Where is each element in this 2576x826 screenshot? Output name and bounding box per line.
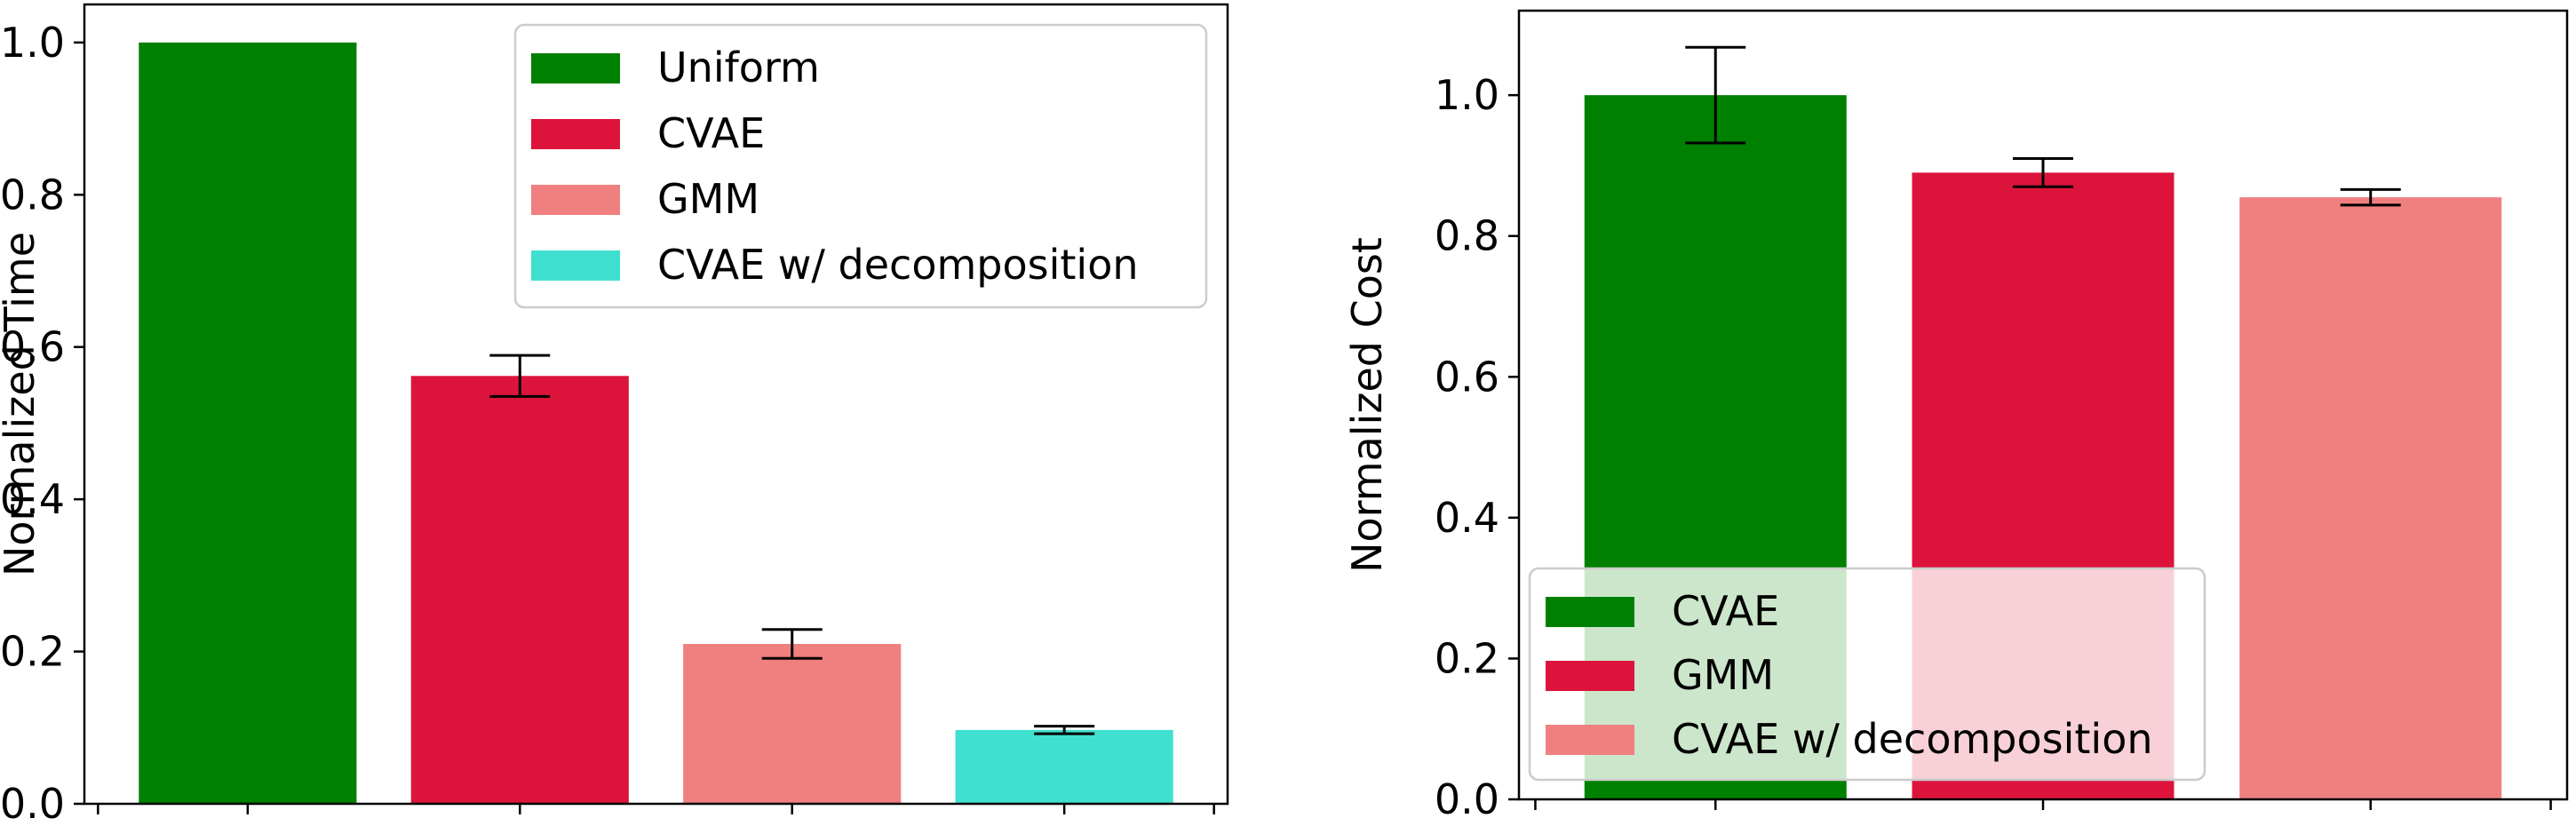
cost-chart: 0.0 0.2 0.4 0.6 0.8 1.0 Normalized Cost CVAE GMM… bbox=[1343, 9, 2569, 823]
legend-swatch bbox=[531, 119, 620, 149]
error-bar-gmm bbox=[2013, 157, 2073, 188]
bar-uniform bbox=[139, 42, 357, 805]
legend-label: CVAE bbox=[657, 109, 765, 157]
legend-swatch bbox=[1546, 661, 1634, 691]
y-tick-label: 0.4 bbox=[0, 475, 65, 523]
legend-label: CVAE w/ decomposition bbox=[657, 241, 1139, 289]
legend-frame bbox=[513, 23, 1208, 309]
bar-cvae bbox=[410, 376, 629, 804]
error-bar-cvae bbox=[489, 353, 551, 398]
plot-frame bbox=[83, 3, 1229, 806]
y-tick-label: 1.0 bbox=[0, 19, 65, 67]
legend: Uniform CVAE GMM CVAE w/ decomposition bbox=[513, 23, 1208, 309]
error-bar-cvae-w-decomposition bbox=[1034, 725, 1095, 735]
legend-swatch bbox=[531, 53, 620, 83]
legend-label: Uniform bbox=[657, 44, 820, 91]
y-tick-label: 0.8 bbox=[0, 171, 65, 218]
y-tick-label: 0.8 bbox=[1435, 212, 1499, 260]
y-tick-label: 0.2 bbox=[0, 628, 65, 676]
legend-frame bbox=[1528, 567, 2206, 782]
legend-label: GMM bbox=[1672, 651, 1774, 699]
legend-label: GMM bbox=[657, 175, 759, 223]
bar-cvae-w-decomposition bbox=[955, 729, 1173, 804]
y-tick-label: 0.0 bbox=[0, 780, 65, 826]
bar-cvae-w-decomposition bbox=[2239, 197, 2502, 799]
legend: CVAE GMM CVAE w/ decomposition bbox=[1528, 567, 2206, 782]
y-axis-label: Normalized Time bbox=[0, 232, 44, 576]
y-tick-label: 0.6 bbox=[0, 323, 65, 371]
y-tick-label: 1.0 bbox=[1435, 71, 1499, 119]
y-tick-label: 0.2 bbox=[1435, 634, 1499, 682]
y-tick-label: 0.0 bbox=[1435, 775, 1499, 823]
legend-swatch bbox=[1546, 725, 1634, 755]
legend-swatch bbox=[531, 185, 620, 215]
legend-swatch bbox=[531, 250, 620, 281]
error-bar-gmm bbox=[761, 628, 823, 660]
time-chart: 0.0 0.2 0.4 0.6 0.8 1.0 Normalized Time Uniform… bbox=[0, 3, 1229, 826]
error-bar-cvae bbox=[1685, 45, 1746, 145]
legend-label: CVAE bbox=[1672, 587, 1779, 635]
legend-label: CVAE w/ decomposition bbox=[1672, 715, 2153, 763]
y-tick-label: 0.4 bbox=[1435, 494, 1499, 542]
legend-swatch bbox=[1546, 597, 1634, 627]
y-axis-label: Normalized Cost bbox=[1343, 237, 1391, 573]
y-tick-label: 0.6 bbox=[1435, 353, 1499, 401]
error-bar-cvae-w-decomposition bbox=[2340, 187, 2401, 207]
bar-gmm bbox=[683, 644, 902, 804]
